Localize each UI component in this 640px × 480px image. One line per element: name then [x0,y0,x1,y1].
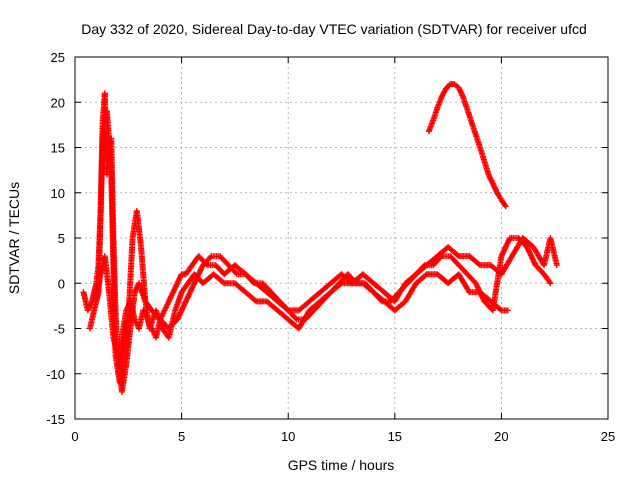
data-point [546,279,553,285]
data-point [207,254,214,261]
data-point [475,261,482,268]
y-tick-label: 5 [58,231,65,246]
x-tick-label: 0 [71,429,78,444]
data-point [250,279,256,286]
y-tick-label: -10 [46,367,65,382]
data-point [420,263,427,270]
data-point [233,270,239,277]
data-point [422,272,429,279]
x-tick-label: 5 [178,429,185,444]
y-tick-label: -15 [46,412,65,427]
data-point [174,316,181,323]
y-axis-label: SDTVAR / TECUs [6,182,22,294]
axis-ticks [74,56,609,420]
data-point [502,244,509,251]
data-point [501,202,508,209]
y-tick-label: -5 [53,322,65,337]
data-point [504,307,511,314]
data-point [252,297,258,304]
data-point [377,297,384,304]
x-tick-label: 20 [494,429,508,444]
y-tick-label: 0 [58,276,65,291]
chart-title: Day 332 of 2020, Sidereal Day-to-day VTE… [81,21,587,37]
data-point [352,279,359,286]
data-point [182,299,189,306]
data-point [502,203,509,210]
x-axis-label: GPS time / hours [288,457,395,473]
x-tick-label: 15 [388,429,402,444]
x-tick-label: 10 [281,429,295,444]
data-point [437,254,444,261]
y-tick-labels: -15 -10 -5 0 5 10 15 20 25 [46,50,65,427]
x-tick-label: 25 [601,429,615,444]
data-point [472,280,479,287]
series-t3 [93,235,554,395]
data-point [553,262,560,269]
y-tick-label: 15 [51,141,65,156]
y-tick-label: 20 [51,95,65,110]
series-t4 [425,81,509,210]
data-layer [80,81,560,395]
y-tick-label: 25 [51,50,65,65]
x-tick-labels: 0 5 10 15 20 25 [71,429,615,444]
data-point [292,315,299,322]
data-point [497,306,504,313]
y-tick-label: 10 [51,186,65,201]
data-point [454,252,461,259]
data-point [220,279,227,286]
data-point [190,281,197,288]
data-point [547,280,554,287]
